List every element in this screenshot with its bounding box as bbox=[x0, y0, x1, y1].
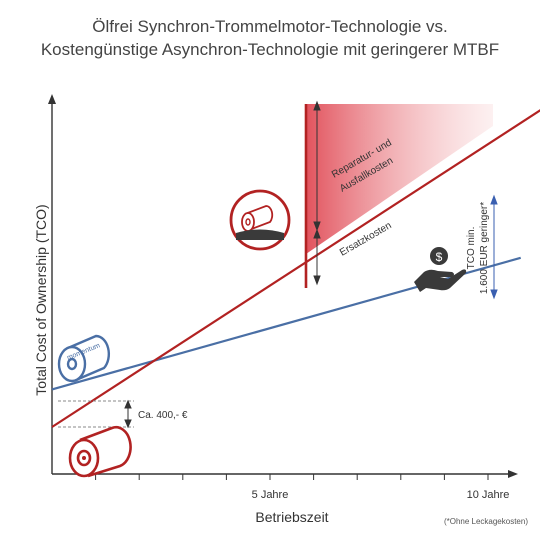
failure-cost-region bbox=[306, 104, 493, 254]
money-hand-icon: $ bbox=[414, 247, 467, 292]
replacement-cost-arrow bbox=[313, 228, 321, 286]
repair-cost-arrow bbox=[313, 100, 321, 232]
x-axis-label: Betriebszeit bbox=[255, 509, 328, 525]
x-tick-label-5: 5 Jahre bbox=[252, 489, 289, 501]
x-tick-label-10: 10 Jahre bbox=[467, 489, 510, 501]
chart-title-line1: Ölfrei Synchron-Trommelmotor-Technologie… bbox=[92, 17, 448, 36]
initial-gap-arrow bbox=[58, 399, 134, 429]
tco-diff-label-2: 1.600 EUR geringer* bbox=[479, 202, 490, 294]
motor-momentum-icon: momentum bbox=[57, 334, 111, 383]
x-tick-marks bbox=[95, 474, 489, 480]
series-line-asynchron bbox=[51, 109, 540, 428]
motor-red-icon bbox=[68, 426, 132, 478]
footnote: (*Ohne Leckagekosten) bbox=[444, 517, 528, 526]
axes bbox=[48, 94, 518, 478]
y-axis-label: Total Cost of Ownership (TCO) bbox=[33, 204, 49, 395]
tco-diff-label-1: TCO min. bbox=[466, 227, 477, 270]
motor-failure-icon bbox=[229, 189, 291, 251]
initial-gap-label: Ca. 400,- € bbox=[138, 410, 188, 421]
tco-difference-arrow bbox=[490, 194, 498, 300]
svg-text:$: $ bbox=[436, 250, 443, 264]
chart-title-line2: Kostengünstige Asynchron-Technologie mit… bbox=[41, 40, 499, 59]
